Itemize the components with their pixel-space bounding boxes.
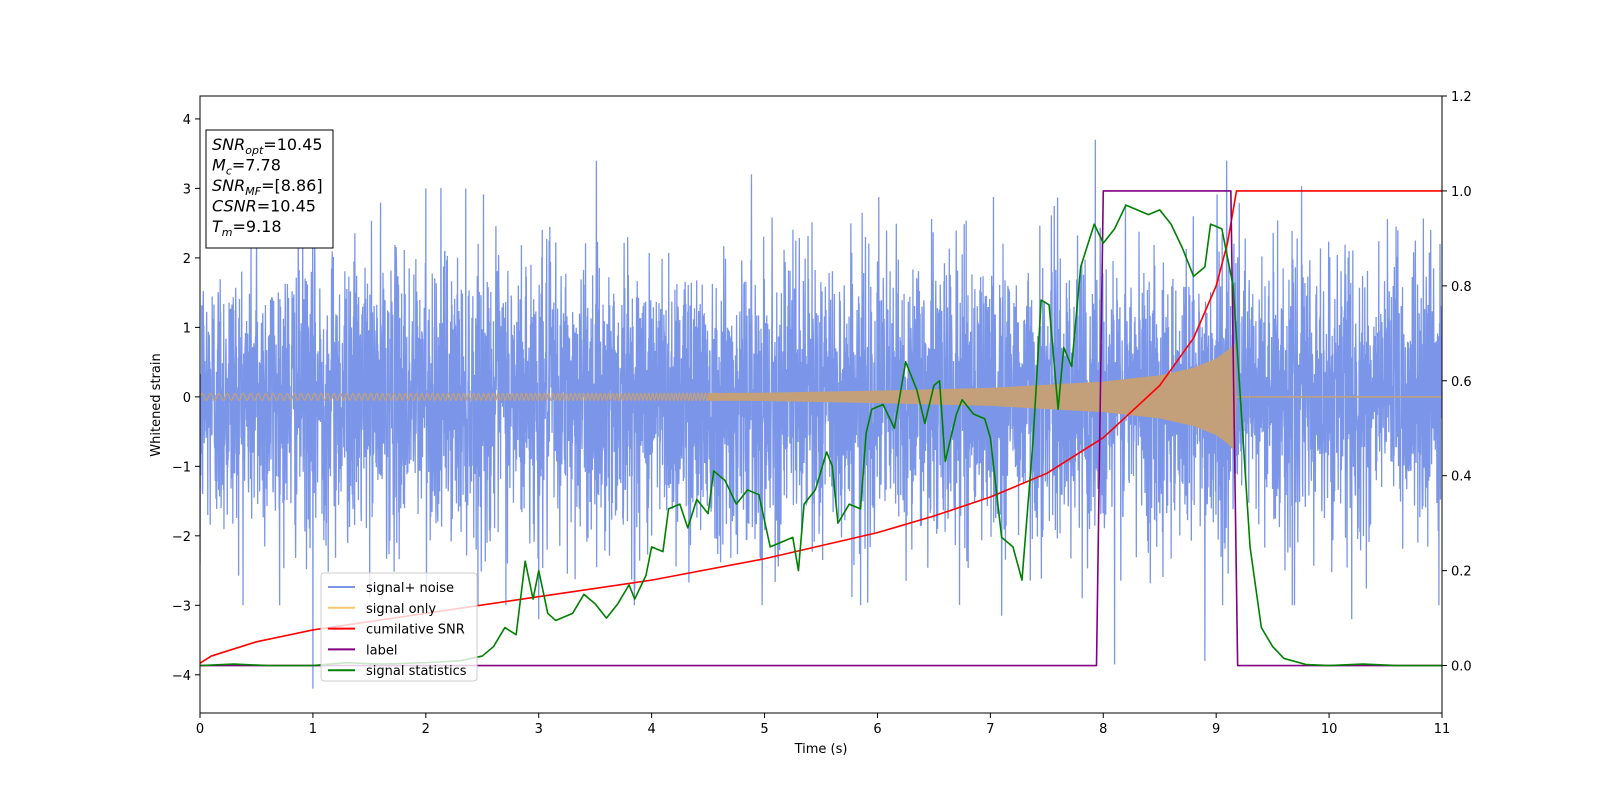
x-tick-label: 6 [873, 722, 881, 737]
x-tick-label: 11 [1434, 722, 1451, 737]
x-tick-label: 9 [1212, 722, 1220, 737]
legend: signal+ noise signal only cumilative SNR la… [320, 572, 478, 682]
x-tick-label: 5 [760, 722, 768, 737]
metrics-box [205, 129, 334, 249]
y-tick-label: 0 [183, 391, 191, 406]
signal-only-line [200, 392, 720, 402]
legend-label: signal+ noise [366, 581, 454, 596]
legend-box [320, 572, 478, 682]
x-tick-label: 7 [986, 722, 994, 737]
y-tick-label: −3 [172, 599, 191, 614]
line-series-group [200, 190, 1442, 667]
x-tick-label: 0 [196, 722, 204, 737]
x-tick-label: 1 [309, 722, 317, 737]
y-axis-label: Whitened strain [149, 353, 164, 456]
metrics-annotation: SNRopt=10.45Mc=7.78SNRMF=[8.86]CSNR=10.4… [205, 129, 334, 249]
y2-tick-label: 0.6 [1451, 375, 1472, 390]
plot-area [200, 139, 1442, 689]
x-tick-label: 8 [1099, 722, 1107, 737]
legend-label: signal only [366, 602, 436, 617]
y-axis-right: 1.2 1.0 0.8 0.6 0.4 0.2 0.0 [1442, 90, 1472, 675]
y2-tick-label: 1.2 [1451, 90, 1472, 105]
cumulative-snr-line [200, 190, 1442, 664]
x-tick-label: 2 [422, 722, 430, 737]
y-tick-label: 4 [183, 113, 191, 128]
metric-line: Tm=9.18 [212, 217, 282, 239]
metric-line: SNRMF=[8.86] [212, 176, 323, 198]
y-tick-label: −1 [172, 460, 191, 475]
x-tick-label: 3 [535, 722, 543, 737]
metric-line: SNRopt=10.45 [212, 135, 323, 157]
metric-line: CSNR=10.45 [212, 197, 316, 216]
signal-only-series [200, 342, 1442, 451]
legend-label: cumilative SNR [366, 623, 465, 638]
y-tick-label: −2 [172, 530, 191, 545]
y2-tick-label: 0.2 [1451, 565, 1472, 580]
signal-statistics-line [200, 204, 1442, 667]
label-line [200, 190, 1442, 667]
y2-tick-label: 0.4 [1451, 470, 1472, 485]
x-axis-label: Time (s) [794, 742, 848, 757]
y-axis-left: 4 3 2 1 0 −1 −2 −3 −4 [172, 113, 200, 684]
y-tick-label: 2 [183, 252, 191, 267]
signal-only-envelope [708, 342, 1237, 451]
y2-tick-label: 0.8 [1451, 280, 1472, 295]
legend-label: label [366, 643, 397, 658]
x-tick-label: 4 [647, 722, 655, 737]
legend-label: signal statistics [366, 664, 467, 679]
x-tick-label: 10 [1321, 722, 1338, 737]
metric-line: Mc=7.78 [212, 156, 281, 178]
x-axis: 0 1 2 3 4 5 6 7 8 9 10 11 [196, 713, 1450, 737]
y2-tick-label: 0.0 [1451, 660, 1472, 675]
y-tick-label: 1 [183, 321, 191, 336]
y-tick-label: 3 [183, 182, 191, 197]
y2-tick-label: 1.0 [1451, 185, 1472, 200]
plot-frame [199, 95, 1443, 714]
y-tick-label: −4 [172, 669, 191, 684]
